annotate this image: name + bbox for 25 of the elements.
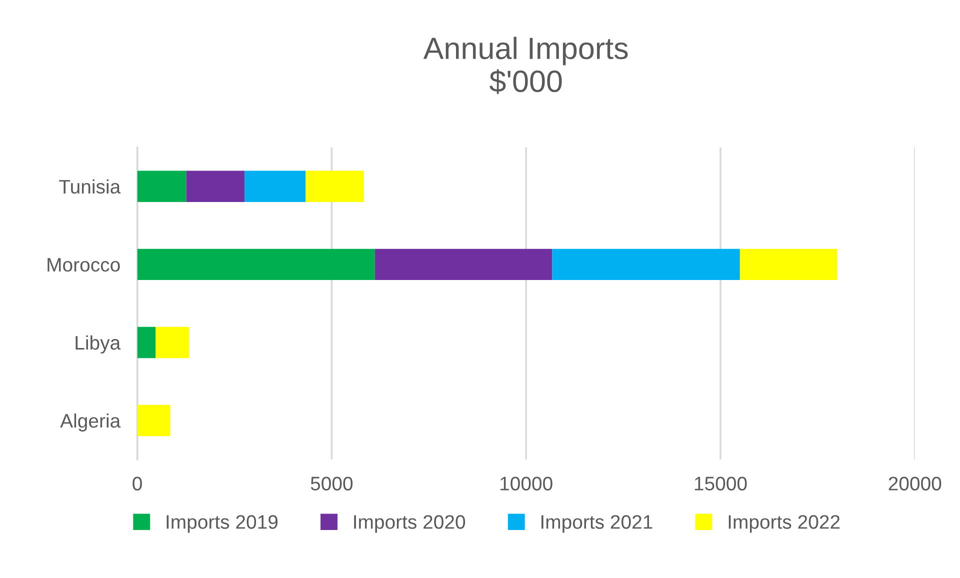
bar <box>306 170 364 202</box>
x-tick-label: 5000 <box>310 476 353 490</box>
bar <box>156 326 189 358</box>
bar <box>137 404 170 436</box>
x-tick-label: 10000 <box>500 476 552 490</box>
bar <box>552 248 740 280</box>
bar <box>374 248 552 280</box>
chart-title: Annual Imports $'000 <box>423 36 628 94</box>
y-tick-label: Tunisia <box>59 179 121 194</box>
bar <box>137 248 375 280</box>
bar <box>244 170 306 202</box>
y-tick-label: Libya <box>76 335 121 354</box>
bar <box>137 326 156 358</box>
legend-label: Imports 2020 <box>354 515 466 533</box>
bar <box>740 248 838 280</box>
x-tick-label: 15000 <box>694 476 747 490</box>
y-tick-label: Algeria <box>60 413 121 432</box>
legend-label: Imports 2019 <box>166 515 278 533</box>
x-tick-label: 20000 <box>888 476 942 490</box>
y-tick-label: Morocco <box>48 258 120 272</box>
bar <box>137 170 186 202</box>
legend-label: Imports 2021 <box>541 515 652 533</box>
legend-label: Imports 2022 <box>728 515 840 533</box>
bar <box>186 170 245 202</box>
x-tick-label: 0 <box>132 476 142 490</box>
